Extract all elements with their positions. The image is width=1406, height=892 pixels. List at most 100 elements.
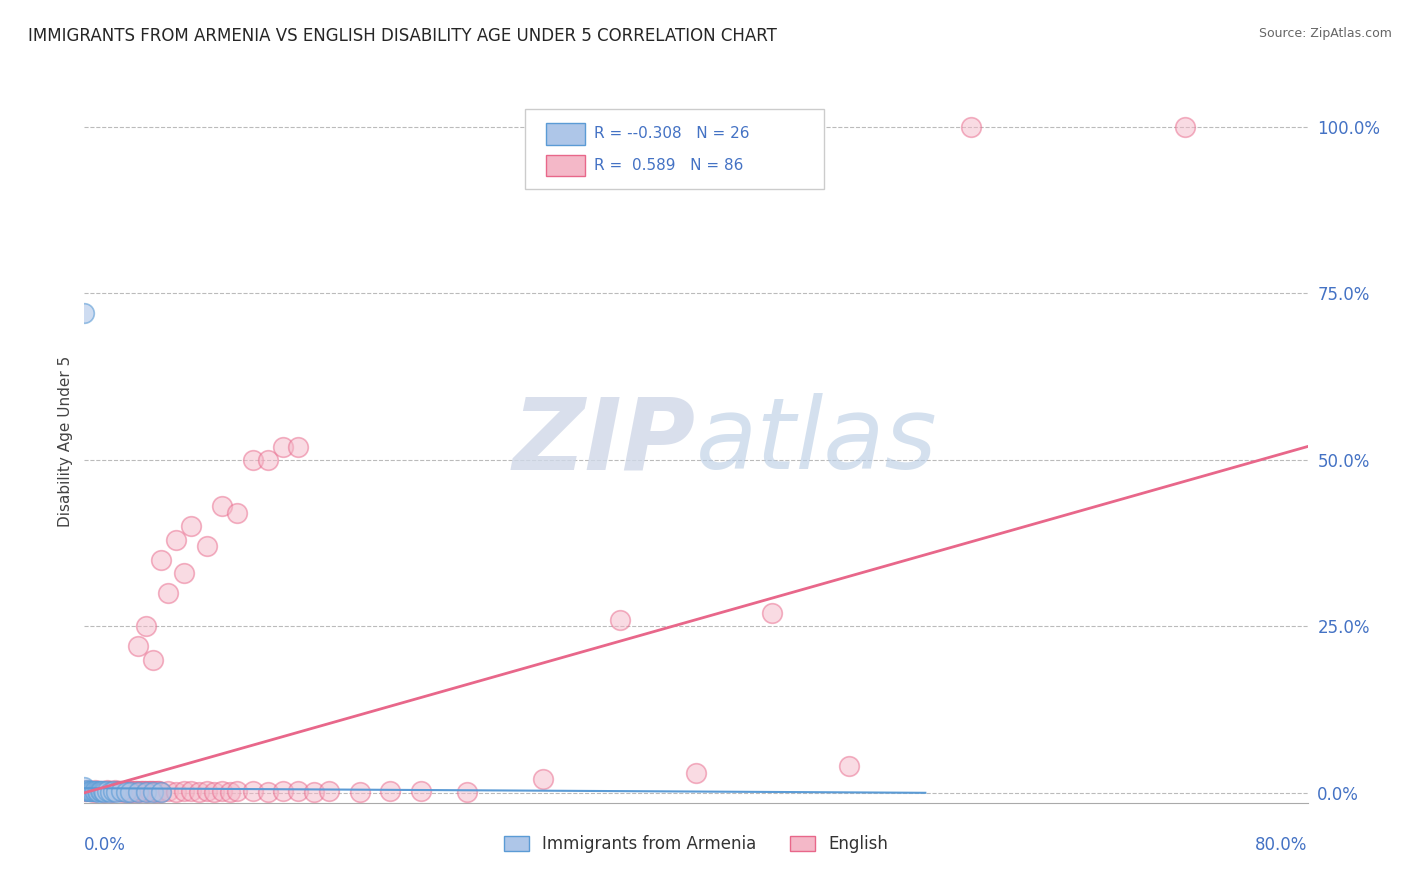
Point (142, 784, 165, 798)
Point (127, 784, 149, 798)
Point (143, 785, 166, 799)
Point (96, 784, 118, 798)
Point (94, 784, 117, 798)
Point (105, 785, 128, 799)
Text: atlas: atlas (696, 393, 938, 490)
Text: ZIP: ZIP (513, 393, 696, 490)
Point (121, 784, 143, 798)
Point (110, 784, 132, 798)
Point (148, 784, 170, 798)
Point (101, 785, 124, 799)
Text: R = --0.308   N = 26: R = --0.308 N = 26 (595, 127, 749, 141)
Point (188, 785, 211, 799)
Point (86, 784, 108, 798)
Point (114, 785, 136, 799)
Point (211, 784, 233, 798)
Point (142, 652, 165, 666)
Point (257, 453, 280, 467)
Point (409, 784, 432, 798)
Point (287, 784, 309, 798)
Point (165, 533, 187, 547)
Point (110, 784, 132, 798)
Point (202, 785, 225, 799)
Point (149, 785, 172, 799)
Point (242, 784, 264, 798)
Point (127, 785, 149, 799)
Point (124, 784, 146, 798)
Point (145, 784, 167, 798)
Point (960, 120, 983, 134)
Point (380, 784, 402, 798)
Text: 80.0%: 80.0% (1256, 836, 1308, 855)
Point (108, 784, 131, 798)
Point (120, 784, 142, 798)
Point (226, 784, 249, 798)
Point (135, 784, 157, 798)
Point (75, 784, 97, 798)
Point (173, 566, 195, 580)
Legend: Immigrants from Armenia, English: Immigrants from Armenia, English (498, 828, 894, 860)
Point (120, 785, 142, 799)
Point (103, 784, 125, 798)
Point (142, 785, 165, 799)
Point (125, 784, 148, 798)
Y-axis label: Disability Age Under 5: Disability Age Under 5 (58, 356, 73, 527)
Point (107, 784, 129, 798)
FancyBboxPatch shape (524, 109, 824, 189)
Point (129, 784, 152, 798)
Point (104, 783, 127, 797)
Point (226, 506, 249, 520)
Text: R =  0.589   N = 86: R = 0.589 N = 86 (595, 158, 744, 173)
Point (93, 785, 115, 799)
Point (761, 606, 783, 620)
Point (84, 783, 107, 797)
Point (83, 784, 105, 798)
Bar (546, 123, 585, 145)
Point (87, 784, 110, 798)
Point (75, 784, 97, 798)
Point (318, 784, 340, 798)
Point (271, 440, 294, 454)
Point (77, 784, 100, 798)
Point (89, 784, 111, 798)
Point (80, 784, 103, 798)
Point (105, 784, 128, 798)
Point (195, 784, 218, 798)
Point (73, 306, 96, 320)
Point (302, 785, 325, 799)
Point (146, 784, 169, 798)
Point (79, 784, 101, 798)
Point (149, 553, 172, 567)
Point (87, 785, 110, 799)
Point (91, 784, 114, 798)
Point (83, 785, 105, 799)
Point (103, 784, 125, 798)
Text: IMMIGRANTS FROM ARMENIA VS ENGLISH DISABILITY AGE UNDER 5 CORRELATION CHART: IMMIGRANTS FROM ARMENIA VS ENGLISH DISAB… (28, 27, 778, 45)
Point (685, 765, 707, 780)
Point (131, 784, 153, 798)
Point (115, 784, 138, 798)
Point (76, 783, 98, 797)
Point (97, 784, 120, 798)
Text: 0.0%: 0.0% (84, 836, 127, 855)
Point (1174, 120, 1197, 134)
Point (349, 785, 371, 799)
Point (90, 784, 112, 798)
Point (93, 785, 115, 799)
Point (73, 784, 96, 798)
Point (96, 783, 118, 797)
Point (89, 784, 111, 798)
Point (111, 785, 134, 799)
Point (98, 784, 121, 798)
Point (112, 784, 135, 798)
Point (122, 785, 145, 799)
Point (91, 784, 114, 798)
Point (84, 784, 107, 798)
Point (157, 586, 180, 600)
Point (114, 784, 136, 798)
Text: Source: ZipAtlas.com: Source: ZipAtlas.com (1258, 27, 1392, 40)
Point (218, 785, 240, 799)
Point (138, 784, 160, 798)
Point (79, 784, 101, 798)
Point (165, 785, 187, 799)
